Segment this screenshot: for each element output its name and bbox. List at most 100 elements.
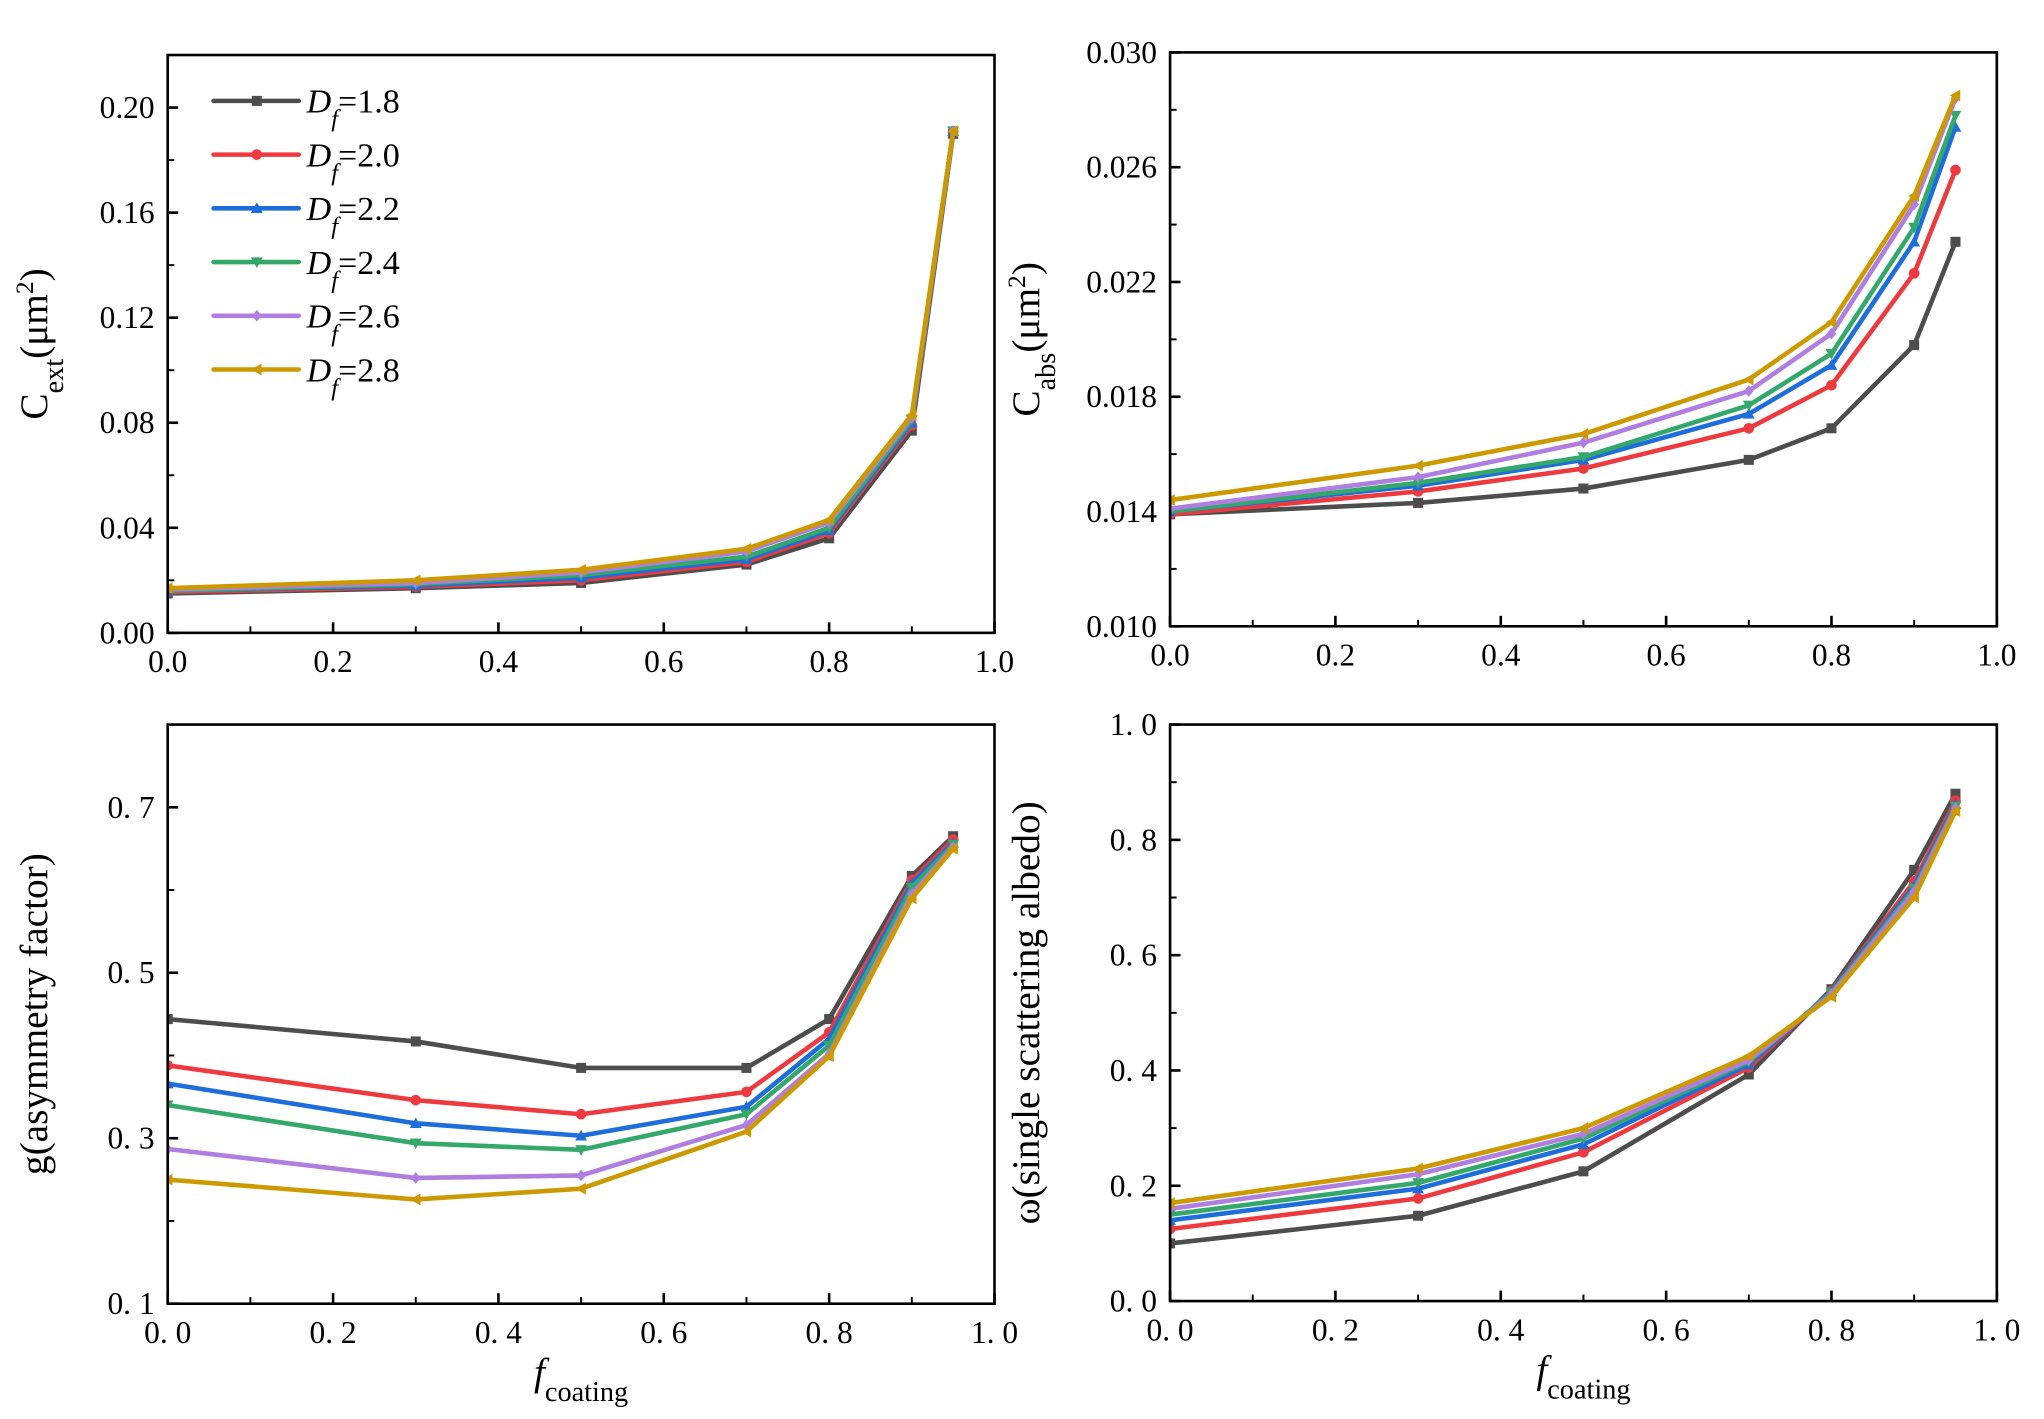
legend-label: Df=1.8 bbox=[306, 84, 400, 133]
marker-square bbox=[741, 1062, 752, 1073]
y-axis-label: g(asymmetry factor) bbox=[12, 853, 56, 1175]
marker-circle bbox=[1743, 423, 1755, 434]
y-tick-label: 0.20 bbox=[100, 90, 155, 125]
plot-frame bbox=[1168, 51, 1999, 628]
x-tick-label: 0.4 bbox=[479, 644, 519, 679]
label-part: (μm bbox=[12, 294, 56, 359]
marker-triangle-down bbox=[1412, 1178, 1424, 1189]
y-tick-label: 0. 3 bbox=[107, 1121, 154, 1156]
marker-square bbox=[1413, 497, 1424, 508]
legend-item: Df=2.6 bbox=[211, 299, 400, 347]
marker-circle bbox=[167, 1060, 174, 1071]
marker-triangle-down bbox=[740, 1109, 753, 1121]
y-tick-label: 0. 4 bbox=[1110, 1053, 1157, 1088]
marker-triangle-down bbox=[905, 882, 918, 894]
x-tick-label: 0. 0 bbox=[1146, 1312, 1193, 1347]
legend-label: Df=2.2 bbox=[306, 191, 400, 239]
marker-triangle-left bbox=[409, 574, 421, 587]
marker-circle bbox=[410, 1094, 422, 1106]
marker-triangle-left bbox=[1908, 891, 1919, 904]
marker-square bbox=[1170, 1238, 1176, 1249]
series-Df=2.2 bbox=[167, 836, 960, 1141]
series-Df=2.0 bbox=[1170, 795, 1961, 1235]
label-part: =2.6 bbox=[338, 299, 400, 336]
label-part: D bbox=[306, 299, 332, 336]
x-tick-label: 0.8 bbox=[1812, 638, 1851, 673]
label-part: D bbox=[306, 191, 332, 228]
series-Df=2.0 bbox=[167, 834, 959, 1120]
series-line bbox=[167, 837, 955, 1117]
series-line bbox=[1170, 97, 1958, 511]
label-part: coating bbox=[1547, 1374, 1630, 1405]
marker-circle bbox=[1170, 1223, 1176, 1235]
label-part: =2.0 bbox=[338, 137, 400, 174]
y-tick-label: 0.026 bbox=[1086, 150, 1157, 185]
label-part: D bbox=[306, 137, 332, 174]
marker-circle bbox=[575, 1108, 587, 1120]
marker-triangle-left bbox=[740, 1125, 752, 1138]
marker-triangle-left bbox=[1412, 459, 1423, 472]
label-part: f bbox=[331, 374, 341, 401]
series-line bbox=[1170, 805, 1958, 1217]
marker-circle bbox=[1578, 1147, 1589, 1158]
marker-square bbox=[1413, 1210, 1424, 1221]
label-part: f bbox=[331, 105, 341, 132]
legend-label: Df=2.8 bbox=[306, 352, 400, 401]
marker-triangle-left bbox=[1825, 316, 1837, 329]
marker-triangle-up bbox=[1825, 359, 1838, 370]
label-part: D bbox=[306, 84, 332, 121]
marker-triangle-down bbox=[575, 1145, 587, 1156]
marker-circle bbox=[1578, 463, 1589, 474]
marker-square bbox=[576, 1062, 587, 1073]
label-part: ) bbox=[12, 268, 56, 281]
x-tick-label: 0. 0 bbox=[144, 1315, 191, 1350]
y-axis-label: Cext(μm2) bbox=[10, 268, 70, 419]
marker-triangle-left bbox=[823, 514, 834, 526]
marker-triangle-left bbox=[1577, 428, 1589, 440]
series-Df=2.8 bbox=[1170, 89, 1961, 506]
series-line bbox=[1170, 94, 1958, 503]
x-tick-label: 0.2 bbox=[313, 644, 352, 679]
series-Df=2.2 bbox=[1170, 798, 1962, 1226]
marker-square bbox=[1826, 423, 1837, 434]
label-part: f bbox=[331, 320, 341, 347]
x-tick-label: 0. 2 bbox=[1312, 1312, 1359, 1347]
marker-triangle-down bbox=[1949, 110, 1962, 122]
marker-circle bbox=[1412, 1193, 1424, 1204]
label-part: D bbox=[306, 352, 332, 389]
marker-square bbox=[410, 1036, 421, 1047]
plot-frame bbox=[166, 723, 996, 1306]
marker-triangle-left bbox=[1949, 89, 1961, 102]
label-part: C bbox=[12, 393, 56, 419]
marker-triangle-up bbox=[575, 1129, 587, 1141]
marker-triangle-left bbox=[947, 842, 958, 855]
label-part: (μm bbox=[1004, 288, 1048, 353]
series-Df=2.8 bbox=[167, 842, 958, 1206]
label-part: g(asymmetry factor) bbox=[12, 853, 56, 1175]
series-Df=2.6 bbox=[1170, 802, 1961, 1215]
marker-square bbox=[1578, 483, 1589, 494]
x-tick-label: 0. 2 bbox=[309, 1315, 356, 1350]
marker-square bbox=[1909, 340, 1920, 351]
marker-triangle-left bbox=[409, 1193, 421, 1206]
marker-triangle-down bbox=[1742, 400, 1755, 412]
marker-circle bbox=[1826, 379, 1837, 391]
series-Df=1.8 bbox=[1170, 788, 1961, 1249]
marker-diamond bbox=[252, 309, 262, 322]
x-tick-label: 1. 0 bbox=[1973, 1312, 2020, 1347]
legend: Df=1.8Df=2.0Df=2.2Df=2.4Df=2.6Df=2.8 bbox=[211, 84, 400, 401]
series-line bbox=[1170, 126, 1958, 514]
marker-square bbox=[824, 1014, 835, 1025]
y-tick-label: 1. 0 bbox=[1110, 707, 1157, 742]
marker-diamond bbox=[576, 1169, 586, 1182]
marker-triangle-left bbox=[250, 363, 262, 376]
legend-label: Df=2.0 bbox=[306, 137, 400, 185]
marker-square bbox=[1950, 236, 1961, 247]
series-Df=1.8 bbox=[167, 128, 959, 599]
marker-triangle-left bbox=[947, 125, 958, 138]
y-tick-label: 0.08 bbox=[100, 405, 155, 440]
marker-diamond bbox=[1909, 198, 1919, 211]
legend-item: Df=2.0 bbox=[211, 137, 400, 186]
marker-triangle-down bbox=[250, 257, 263, 268]
marker-square bbox=[1743, 454, 1754, 465]
